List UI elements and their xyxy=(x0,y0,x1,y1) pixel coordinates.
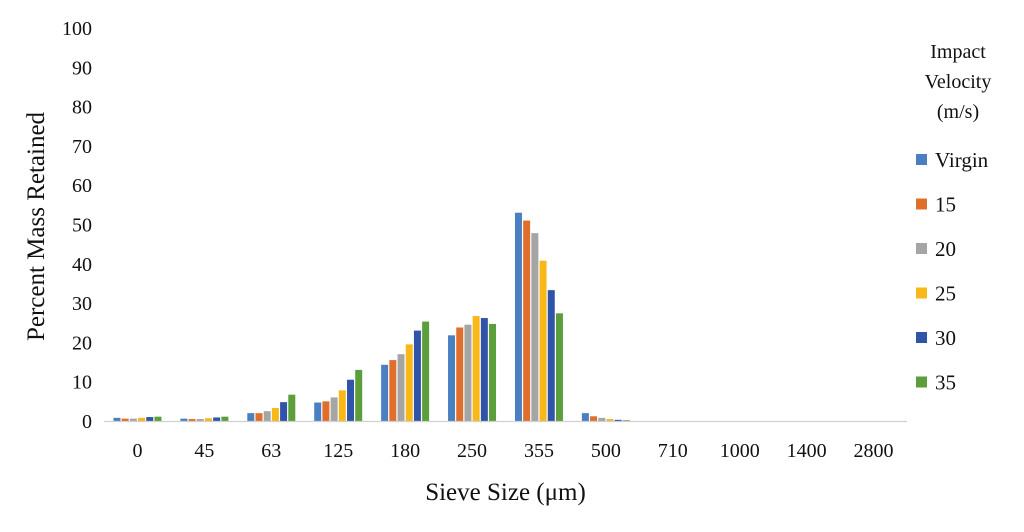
bar xyxy=(514,212,522,421)
x-tick-label: 250 xyxy=(457,440,487,462)
bar xyxy=(121,418,129,421)
bar xyxy=(422,321,430,421)
bar xyxy=(138,417,146,421)
bar xyxy=(247,413,255,421)
bar xyxy=(263,411,271,421)
bar xyxy=(614,419,622,421)
y-tick-label: 20 xyxy=(72,332,92,354)
legend-label: 20 xyxy=(935,237,956,261)
x-tick-label: 1400 xyxy=(787,440,827,462)
x-tick-label: 180 xyxy=(390,440,420,462)
bar xyxy=(622,420,630,421)
bar xyxy=(196,419,204,421)
legend-label: 35 xyxy=(935,371,956,395)
legend-swatch xyxy=(916,198,927,210)
bar xyxy=(547,290,555,421)
x-tick-label: 63 xyxy=(261,440,281,462)
bar xyxy=(314,402,322,421)
bar xyxy=(523,220,531,421)
bar xyxy=(213,417,221,421)
bar xyxy=(456,327,464,421)
legend-swatch xyxy=(916,154,927,165)
x-tick-label: 2800 xyxy=(854,440,894,462)
x-tick-label: 1000 xyxy=(720,440,760,462)
legend-swatch xyxy=(916,376,927,388)
bar xyxy=(154,416,162,421)
bar xyxy=(405,344,413,421)
y-tick-label: 50 xyxy=(72,215,92,237)
legend-label: 30 xyxy=(935,326,956,350)
bar xyxy=(113,417,121,421)
y-tick-label: 90 xyxy=(72,57,92,79)
legend-title-line: Impact xyxy=(930,41,986,63)
bar xyxy=(581,413,589,421)
bar xyxy=(472,316,480,421)
bar xyxy=(489,323,497,421)
y-tick-label: 30 xyxy=(72,293,92,315)
bar xyxy=(255,413,263,421)
x-tick-label: 125 xyxy=(323,440,353,462)
bar xyxy=(288,394,296,421)
legend-label: Virgin xyxy=(935,148,989,172)
bar xyxy=(413,330,421,421)
bar xyxy=(555,313,563,421)
bar xyxy=(397,354,405,421)
x-tick-label: 710 xyxy=(658,440,688,462)
bar xyxy=(448,335,456,421)
legend-title-line: Velocity xyxy=(925,71,992,93)
bar xyxy=(204,418,212,421)
bar xyxy=(531,233,539,421)
bar xyxy=(381,364,389,421)
y-tick-label: 80 xyxy=(72,97,92,119)
legend-swatch xyxy=(916,287,927,299)
y-tick-label: 0 xyxy=(82,411,92,433)
x-axis-ticks: 0 45 63 125 180 250 355 500 710 1000 1400 2800 xyxy=(132,440,893,462)
y-tick-label: 100 xyxy=(62,18,92,40)
y-tick-label: 70 xyxy=(72,136,92,158)
legend-title-line: (m/s) xyxy=(937,101,979,123)
x-axis-title: Sieve Size (μm) xyxy=(425,479,586,506)
bar xyxy=(598,417,606,421)
bar xyxy=(347,379,355,421)
bar xyxy=(322,401,330,421)
bar xyxy=(480,318,488,421)
bar xyxy=(606,419,614,421)
y-axis-title: Percent Mass Retained xyxy=(23,111,50,341)
y-tick-label: 60 xyxy=(72,175,92,197)
y-tick-label: 10 xyxy=(72,372,92,394)
bar xyxy=(330,397,338,421)
legend-swatch xyxy=(916,332,927,343)
bar xyxy=(280,402,288,421)
bar xyxy=(464,324,472,421)
legend-title: Impact Velocity (m/s) xyxy=(925,41,992,123)
bar xyxy=(129,418,137,421)
bar xyxy=(539,260,547,421)
bar xyxy=(271,408,279,421)
bar xyxy=(355,369,363,421)
x-tick-label: 0 xyxy=(132,440,142,462)
legend-label: 15 xyxy=(935,193,956,217)
bar xyxy=(221,416,229,421)
bars xyxy=(113,212,630,421)
bar xyxy=(180,418,188,421)
legend: Impact Velocity (m/s) Virgin 15 20 25 30 35 xyxy=(916,41,991,395)
x-tick-label: 500 xyxy=(591,440,621,462)
bar xyxy=(188,419,196,421)
bar xyxy=(590,416,598,421)
legend-label: 25 xyxy=(935,282,956,306)
bar xyxy=(389,360,397,421)
legend-swatch xyxy=(916,243,927,254)
y-tick-label: 40 xyxy=(72,254,92,276)
x-tick-label: 45 xyxy=(194,440,214,462)
x-tick-label: 355 xyxy=(524,440,554,462)
legend-items: Virgin 15 20 25 30 35 xyxy=(916,148,989,395)
bar xyxy=(338,390,346,421)
bar xyxy=(146,417,154,421)
y-axis-ticks: 0 10 20 30 40 50 60 70 80 90 100 xyxy=(62,18,92,433)
